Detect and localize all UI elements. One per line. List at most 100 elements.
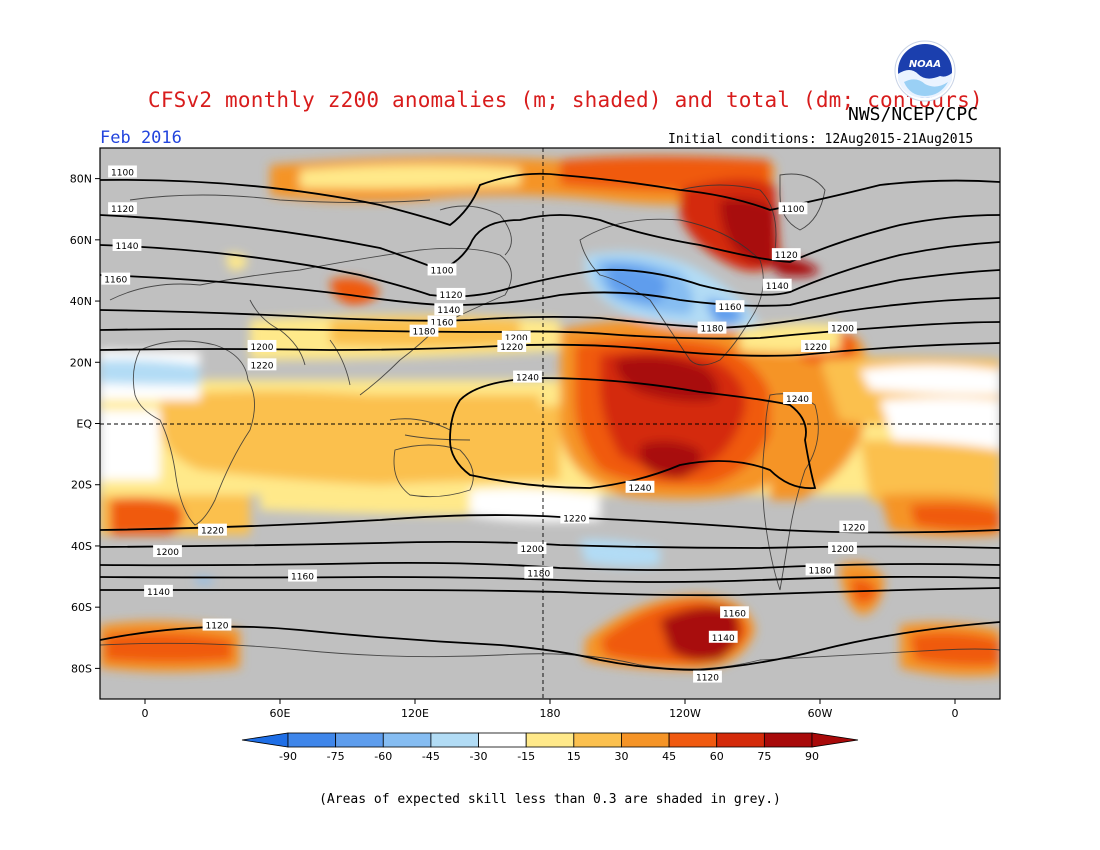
colorbar-label: 30 (614, 750, 628, 763)
svg-text:1200: 1200 (156, 548, 179, 558)
contour-label: 1240 (513, 370, 542, 384)
colorbar-arrow-low (241, 732, 289, 748)
svg-text:1220: 1220 (563, 514, 586, 524)
contour-label: 1120 (202, 618, 232, 632)
contour-label: 1120 (693, 670, 722, 684)
svg-text:1120: 1120 (111, 205, 134, 215)
colorbar: -90 -75 -60 -45 -30 -15 15 30 45 60 75 90 (241, 732, 859, 763)
svg-text:1160: 1160 (719, 303, 742, 313)
contour-label: 1200 (501, 330, 531, 344)
anomaly-map: 1100112011401160110011201140116011801200… (70, 147, 1001, 763)
lat-tick-label: 80S (71, 662, 92, 675)
svg-text:1100: 1100 (431, 266, 454, 276)
svg-text:1200: 1200 (505, 334, 528, 344)
colorbar-label: -75 (327, 750, 345, 763)
contour-label: 1200 (247, 339, 277, 353)
svg-text:1120: 1120 (206, 622, 229, 632)
contour-label: 1200 (828, 542, 857, 555)
contour-label: 1120 (108, 202, 137, 215)
contour-label: 1200 (517, 542, 547, 555)
colorbar-label: 15 (567, 750, 581, 763)
colorbar-box (573, 732, 622, 748)
svg-text:1180: 1180 (809, 566, 832, 576)
colorbar-label: 60 (710, 750, 724, 763)
svg-text:1200: 1200 (251, 343, 274, 353)
svg-text:1180: 1180 (413, 328, 436, 338)
lat-tick-label: 60N (70, 234, 92, 247)
contour-label: 1140 (762, 278, 792, 292)
svg-text:1160: 1160 (431, 318, 454, 328)
lat-tick-label: 60S (71, 601, 92, 614)
agency-label: NWS/NCEP/CPC (848, 104, 979, 125)
svg-text:1140: 1140 (766, 282, 789, 292)
svg-text:1100: 1100 (782, 205, 805, 215)
colorbar-box (430, 732, 479, 748)
svg-text:1220: 1220 (251, 361, 274, 371)
lon-tick-label: 120E (401, 707, 429, 720)
colorbar-box (478, 732, 527, 748)
noaa-logo: NOAA (894, 40, 956, 102)
svg-text:1140: 1140 (147, 588, 170, 598)
lon-tick-label: 0 (142, 707, 149, 720)
anomaly-shading (100, 156, 1000, 677)
lon-tick-label: 60E (270, 707, 291, 720)
contour-label: 1240 (783, 392, 812, 405)
svg-text:1140: 1140 (116, 242, 139, 252)
colorbar-label: 75 (757, 750, 771, 763)
lon-tick-label: 0 (952, 707, 959, 720)
svg-text:1240: 1240 (629, 484, 652, 494)
svg-text:1140: 1140 (437, 306, 460, 316)
latitude-axis: 80N 60N 40N 20N EQ 20S 40S 60S 80S (70, 173, 100, 675)
colorbar-label: 45 (662, 750, 676, 763)
lat-tick-label: 40S (71, 540, 92, 553)
lat-tick-label: 80N (70, 173, 92, 186)
contour-label: 1100 (427, 263, 457, 276)
contour-label: 1220 (801, 339, 830, 353)
lat-tick-label: 20S (71, 479, 92, 492)
svg-text:1120: 1120 (696, 674, 719, 684)
contour-label: 1120 (771, 248, 801, 261)
contour-label: 1140 (112, 238, 142, 252)
contour-label: 1120 (436, 287, 466, 301)
lon-tick-label: 120W (669, 707, 701, 720)
contour-label: 1220 (198, 523, 227, 537)
contour-label: 1160 (101, 272, 131, 286)
contour-label: 1160 (715, 300, 745, 313)
lon-tick-label: 60W (808, 707, 833, 720)
svg-text:1220: 1220 (201, 527, 224, 537)
contour-label: 1160 (720, 606, 749, 619)
contour-labels: 1100112011401160110011201140116011801200… (101, 165, 869, 684)
svg-text:1140: 1140 (712, 634, 735, 644)
colorbar-label: 90 (805, 750, 819, 763)
contour-label: 1100 (778, 202, 808, 215)
svg-text:1220: 1220 (500, 343, 523, 353)
svg-text:1120: 1120 (775, 251, 798, 261)
colorbar-box (763, 732, 813, 748)
svg-text:1200: 1200 (831, 545, 854, 555)
forecast-month: Feb 2016 (100, 128, 182, 148)
svg-text:1200: 1200 (521, 545, 544, 555)
colorbar-box (335, 732, 384, 748)
svg-text:1100: 1100 (111, 168, 134, 178)
contour-label: 1160 (427, 315, 457, 328)
svg-text:1120: 1120 (440, 291, 463, 301)
svg-text:1220: 1220 (842, 524, 865, 534)
lon-tick-label: 180 (540, 707, 561, 720)
contour-label: 1140 (144, 584, 173, 598)
colorbar-box (287, 732, 337, 748)
colorbar-box (621, 732, 670, 748)
contour-label: 1220 (560, 511, 590, 524)
contour-label: 1200 (828, 321, 857, 335)
svg-text:1220: 1220 (804, 343, 827, 353)
colorbar-label: -45 (422, 750, 440, 763)
colorbar-arrow-high (811, 732, 859, 748)
svg-text:1160: 1160 (291, 573, 314, 583)
contour-label: 1180 (697, 321, 727, 335)
colorbar-label: -15 (517, 750, 535, 763)
svg-text:1200: 1200 (831, 325, 854, 335)
height-contours (100, 172, 1000, 671)
contour-label: 1180 (524, 566, 554, 579)
contour-label: 1140 (434, 303, 464, 316)
figure-title: CFSv2 monthly z200 anomalies (m; shaded)… (148, 88, 983, 112)
